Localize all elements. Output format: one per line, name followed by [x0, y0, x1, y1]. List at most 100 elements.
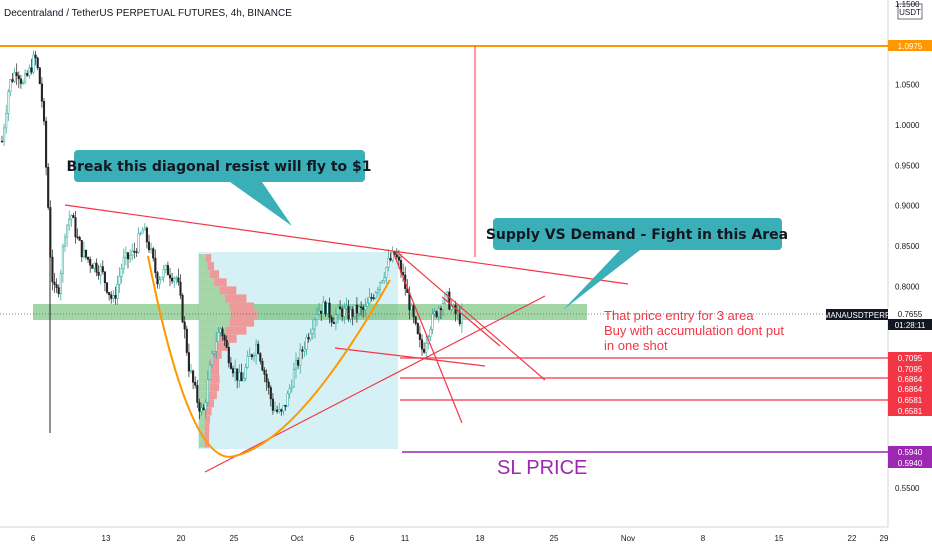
candle-body: [93, 262, 96, 269]
candle-body: [229, 362, 232, 369]
candle-body: [34, 54, 37, 59]
candle-body: [105, 282, 109, 293]
candle-body: [147, 241, 151, 251]
candle-body: [202, 407, 205, 411]
candle-body: [372, 297, 375, 299]
candle-body: [376, 289, 379, 293]
candle-body: [108, 292, 111, 296]
candle-body: [368, 297, 371, 304]
candle-body: [242, 378, 245, 382]
time-tick-3: 25: [230, 534, 239, 543]
candle-body: [370, 297, 373, 299]
price-label-box-4: [888, 373, 932, 384]
callout-supply-demand: Supply VS Demand - Fight in this Area: [486, 218, 788, 310]
price-label-box-5: [888, 383, 932, 394]
candle-body: [84, 249, 88, 258]
volume-bar-up: [199, 350, 212, 359]
volume-bar-down: [208, 391, 217, 400]
candle-body: [185, 328, 188, 353]
candle-body: [61, 245, 64, 274]
candle-body: [53, 281, 56, 285]
candle-body: [297, 359, 300, 366]
price-label-2: 0.7095: [898, 354, 923, 363]
candle-body: [246, 356, 249, 368]
candle-body: [318, 310, 321, 315]
volume-bar-down: [205, 407, 212, 416]
price-label-box-9: [888, 457, 932, 468]
volume-bar-down: [219, 334, 237, 343]
candle-body: [357, 306, 361, 314]
candle-body: [252, 355, 256, 358]
candle-body: [418, 333, 421, 340]
candle-body: [265, 374, 268, 383]
candle-body: [11, 79, 14, 82]
candle-body: [259, 353, 262, 362]
time-tick-8: 25: [550, 534, 559, 543]
price-tick-5: 0.8500: [895, 242, 920, 251]
volume-bar-up: [199, 270, 211, 279]
callout-supply-demand-pointer: [563, 250, 640, 310]
candle-body: [116, 284, 119, 299]
candle-body: [99, 266, 102, 276]
candle-body: [225, 339, 228, 348]
candle-body: [267, 381, 270, 388]
symbol-tag: [826, 309, 888, 320]
candle-body: [110, 294, 113, 299]
candle-body: [55, 284, 58, 288]
price-labels: 1.09750.76550.70950.70950.68640.68640.65…: [888, 40, 932, 468]
candle-body: [307, 337, 310, 340]
time-tick-4: Oct: [291, 534, 304, 543]
candle-body: [269, 387, 272, 400]
volume-bar-up: [199, 383, 211, 392]
candle-body: [286, 393, 289, 407]
time-tick-10: 8: [701, 534, 706, 543]
price-label-0: 1.0975: [898, 42, 923, 51]
volume-bar-down: [204, 431, 210, 440]
candle-body: [208, 364, 211, 380]
candle-body: [255, 343, 258, 356]
projection-line-1: [392, 251, 463, 424]
candle-body: [112, 295, 115, 299]
price-label-5: 0.6864: [898, 385, 923, 394]
price-label-8: 0.5940: [898, 448, 923, 457]
candle-body: [263, 369, 266, 375]
candle-body: [381, 280, 384, 283]
candle-body: [42, 101, 46, 122]
candle-body: [439, 308, 442, 311]
candle-body: [95, 262, 98, 273]
volume-bar-up: [199, 278, 215, 287]
candle-body: [57, 287, 60, 295]
callout-diagonal-resist-pointer: [230, 182, 292, 226]
candle-body: [244, 367, 247, 379]
candle-body: [301, 349, 304, 352]
volume-bar-up: [199, 254, 206, 263]
candle-body: [91, 264, 94, 269]
candle-body: [122, 257, 125, 269]
candle-body: [40, 83, 43, 102]
candle-body: [219, 328, 222, 333]
volume-bar-down: [207, 262, 215, 271]
candle-body: [13, 72, 16, 82]
candle-body: [292, 369, 295, 388]
price-tick-4: 0.9000: [895, 202, 920, 211]
candle-body: [343, 308, 346, 317]
candle-body: [72, 215, 75, 218]
candle-body: [78, 236, 81, 241]
candle-body: [21, 81, 25, 84]
candle-body: [143, 227, 146, 231]
currency-box[interactable]: [897, 3, 923, 20]
candle-body: [273, 409, 277, 412]
candle-body: [450, 305, 453, 310]
candle-body: [250, 354, 253, 358]
candle-body: [288, 388, 291, 394]
stop-loss-label: SL PRICE: [497, 457, 587, 479]
candle-body: [200, 407, 203, 412]
candle-body: [135, 251, 138, 253]
candle-body: [131, 250, 134, 256]
candle-body: [156, 272, 159, 285]
candle-body: [332, 321, 335, 324]
candle-body: [303, 348, 306, 352]
candle-body: [412, 305, 415, 318]
